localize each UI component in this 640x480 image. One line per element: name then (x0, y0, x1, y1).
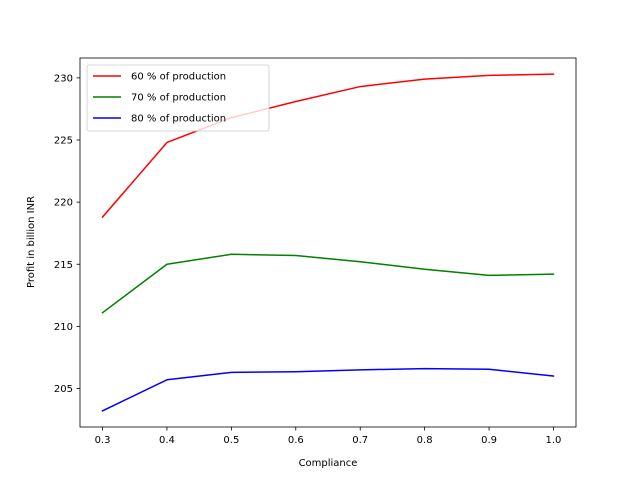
x-tick-label: 1.0 (546, 435, 562, 446)
y-tick-label: 210 (54, 322, 73, 333)
x-axis-label: Compliance (299, 458, 358, 469)
legend-label-2: 70 % of production (131, 93, 226, 104)
axes-layer: 0.3 0.4 0.5 0.6 0.7 0.8 0.9 1.0 205 210 215 220 225 2… (54, 57, 577, 446)
x-tick-label: 0.3 (95, 435, 111, 446)
series-line-1 (101, 73, 555, 219)
legend-box (86, 64, 270, 132)
legend: 60 % of production 70 % of production 80 %… (86, 64, 270, 132)
x-tick-label: 0.7 (352, 435, 368, 446)
x-tick-label: 0.5 (223, 435, 239, 446)
x-tick-label: 0.9 (481, 435, 497, 446)
x-tick-label: 0.8 (417, 435, 433, 446)
y-tick-label: 220 (54, 198, 73, 209)
legend-label-3: 80 % of production (131, 114, 226, 125)
x-tick-label: 0.4 (159, 435, 175, 446)
y-axis-label: Profit in billion INR (26, 196, 37, 288)
y-tick-label: 205 (54, 384, 73, 395)
series-line-2 (101, 253, 555, 314)
y-tick-label: 215 (54, 260, 73, 271)
series-layer (101, 73, 555, 412)
y-tick-label: 230 (54, 73, 73, 84)
x-tick-label: 0.6 (288, 435, 304, 446)
series-line-3 (101, 367, 555, 412)
plot-frame (79, 57, 577, 428)
y-tick-label: 225 (54, 136, 73, 147)
legend-label-1: 60 % of production (131, 72, 226, 83)
